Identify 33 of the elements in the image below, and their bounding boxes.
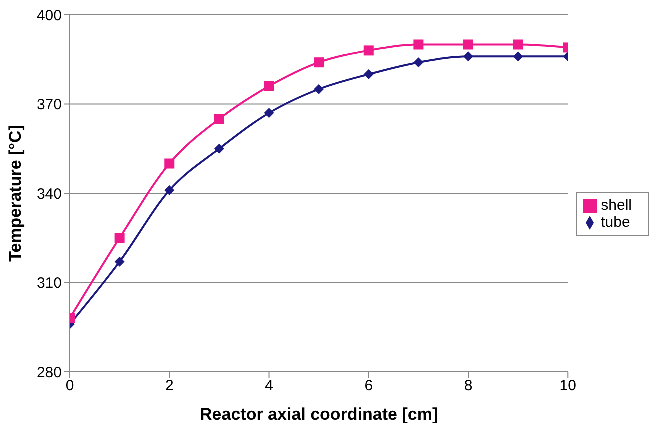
legend-label: shell xyxy=(601,196,632,214)
point xyxy=(164,186,175,196)
point xyxy=(114,256,125,267)
point xyxy=(513,40,524,50)
point xyxy=(414,40,424,50)
x-axis-title: Reactor axial coordinate [cm] xyxy=(200,405,438,424)
point xyxy=(464,40,474,50)
x-tick-label: 8 xyxy=(464,378,473,395)
point xyxy=(364,70,374,80)
x-tick-label: 10 xyxy=(560,378,576,395)
point xyxy=(214,114,224,124)
y-tick-label: 280 xyxy=(36,364,62,382)
point xyxy=(214,144,224,154)
y-tick-label: 340 xyxy=(36,186,62,203)
point xyxy=(264,108,274,118)
x-tick-label: 2 xyxy=(165,378,174,395)
y-tick-label: 310 xyxy=(36,275,62,292)
point xyxy=(414,58,424,68)
y-tick-label: 400 xyxy=(36,7,62,24)
x-tick-label: 6 xyxy=(364,378,374,395)
point xyxy=(264,81,274,92)
x-tick-label: 0 xyxy=(66,378,74,395)
y-tick-label: 370 xyxy=(36,96,62,114)
point xyxy=(314,58,324,68)
point xyxy=(114,233,125,244)
point xyxy=(314,84,324,94)
point xyxy=(464,52,474,62)
point xyxy=(364,46,374,56)
point xyxy=(513,52,524,62)
x-tick-label: 4 xyxy=(265,378,274,395)
y-axis-title: Temperature [°C] xyxy=(6,125,26,262)
legend-label: tube xyxy=(601,214,630,230)
point xyxy=(164,158,175,169)
